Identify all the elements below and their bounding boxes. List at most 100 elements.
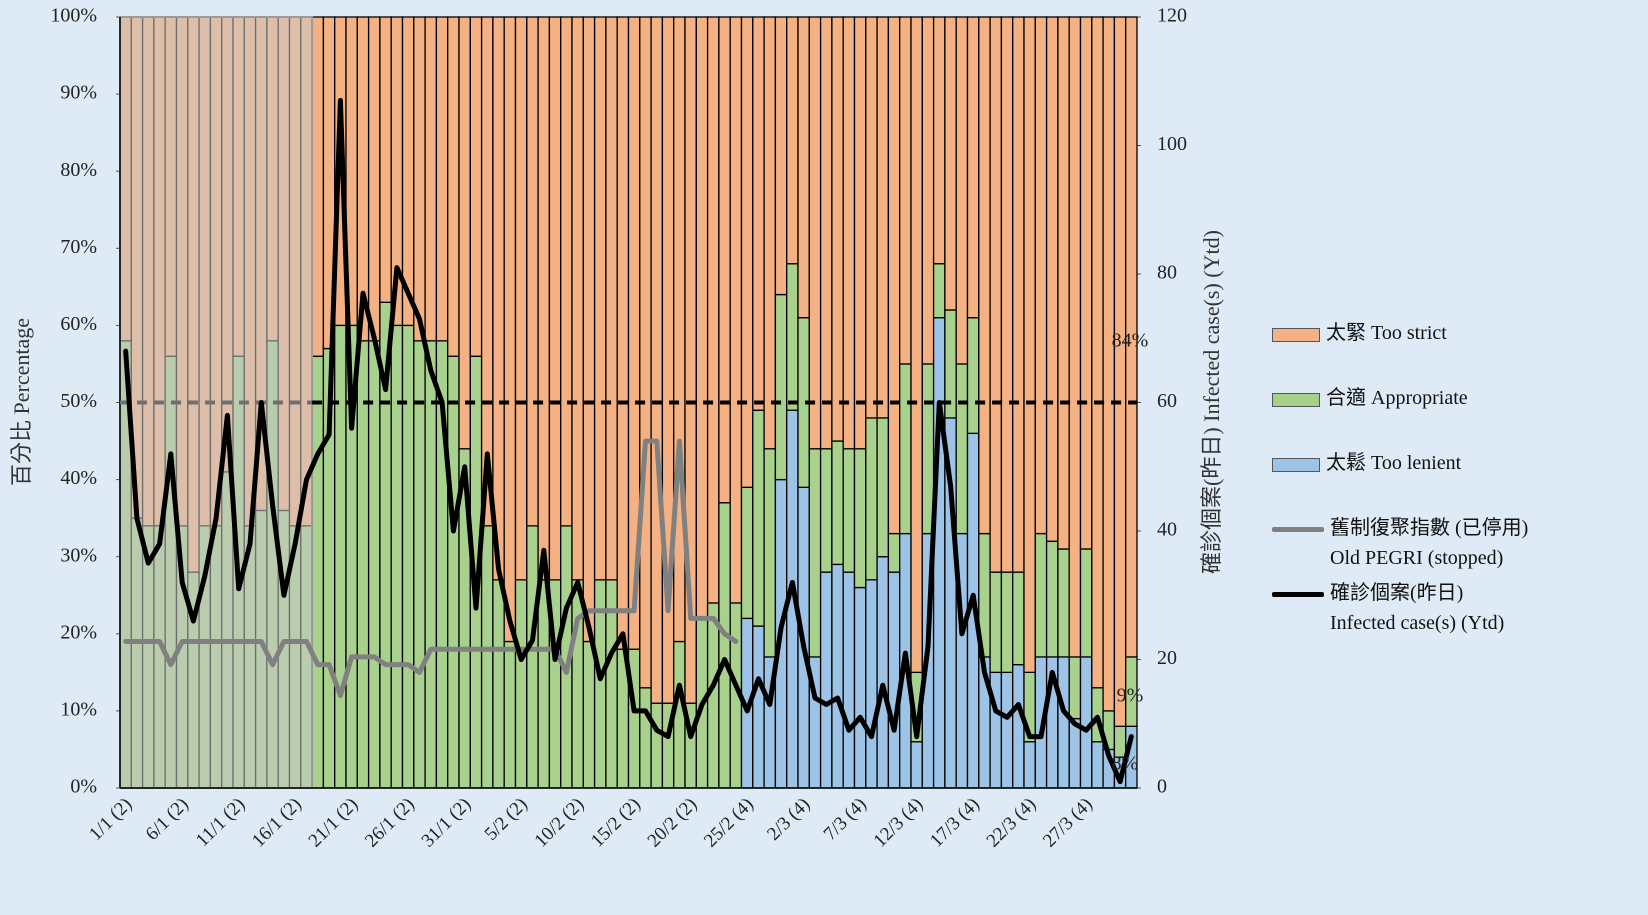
y-tick-label: 0% [70,776,97,798]
bar-segment [921,363,935,535]
bar-segment [1057,16,1070,550]
bar-segment [1045,16,1059,542]
bar-segment [379,16,392,303]
bar-segment [786,263,799,411]
bar-segment [718,502,731,789]
bar-segment [695,16,709,620]
bar-segment [367,340,381,789]
y-tick-label: 10% [60,698,97,720]
bar-segment [774,293,788,481]
bar-segment [571,579,584,789]
bar-segment [910,16,923,673]
bar-segment [356,340,370,789]
bar-segment [1034,532,1048,658]
bar-segment [786,16,799,265]
bar-segment [650,16,664,704]
bar-segment [978,16,991,535]
bar-segment [966,317,980,434]
bar-segment [1091,741,1104,789]
bar-segment [989,571,1003,673]
bar-segment [763,16,777,450]
bar-segment [740,16,754,488]
bar-segment [1068,717,1082,789]
legend-swatch [1272,458,1320,472]
bar-segment [1068,16,1082,658]
annotation: 8% [1112,753,1139,775]
bar-segment [797,16,810,319]
bar-segment [1012,16,1025,573]
y2-tick-label: 60 [1157,390,1177,412]
bar-segment [492,16,505,581]
bar-segment [514,579,528,789]
y-tick-label: 90% [60,82,97,104]
bar-segment [1023,741,1036,789]
x-tick-label: 20/2 (2) [644,794,702,852]
bar-segment [390,324,404,789]
bar-segment [1079,548,1093,658]
bar-segment [526,525,539,789]
line-series [123,98,1134,785]
bar-segment [865,16,878,419]
legend-label: 太緊 Too strict [1326,322,1447,344]
legend-item: 太緊 Too strict [1272,318,1572,383]
bar-segment [582,640,596,789]
bar-segment [944,16,957,311]
bar-segment [503,640,517,789]
bar-segment [706,16,720,604]
bar-segment [774,16,788,296]
bar-segment [819,571,833,789]
bar-segment [413,340,426,789]
bar-segment [492,579,505,789]
bar-segment [842,16,856,450]
bar-segment [729,16,743,604]
bar-segment [752,16,765,411]
legend-item: 太鬆 Too lenient [1272,448,1572,513]
x-tick-label: 26/1 (2) [361,794,419,852]
annotation: 9% [1117,685,1144,707]
bar-segment [865,417,878,581]
bar-segment [740,486,754,620]
bar-segment [1068,656,1082,720]
y-tick-label: 100% [50,5,97,27]
y-tick-label: 70% [60,236,97,258]
x-tick-label: 10/2 (2) [531,794,589,852]
bar-segment [1091,16,1104,689]
bar-segment [447,16,460,357]
bar-segment [424,340,438,789]
x-tick-label: 1/1 (2) [85,794,136,845]
bar-segment [424,16,438,342]
bar-segment [966,16,980,319]
bar-segment [1113,16,1127,727]
bar-segment [673,16,686,643]
legend-swatch [1272,592,1324,597]
line-series [123,438,739,698]
y-tick-label: 80% [60,159,97,181]
legend-item: 確診個案(昨日) Infected case(s) (Ytd) [1272,578,1572,643]
bar-segment [1034,16,1048,535]
y2-tick-label: 120 [1157,5,1187,27]
y2-tick-label: 0 [1157,776,1167,798]
bar-segment [560,16,573,527]
y2-axis-title: 確診個案(昨日) Infected case(s) (Ytd) [1199,230,1224,574]
bar-segment [932,317,946,789]
bar-segment [718,16,731,504]
x-tick-label: 5/2 (2) [481,794,532,845]
bar-segment [1000,571,1014,673]
bar-segment [334,324,347,789]
bar-segment [548,16,562,581]
bar-segment [955,16,969,365]
x-tick-label: 7/3 (4) [820,794,871,845]
bar-segment [831,440,844,566]
bar-segment [819,448,833,573]
y2-tick-label: 40 [1157,519,1177,541]
bar-segment [401,324,415,789]
legend-label: 合適 Appropriate [1326,387,1468,409]
bar-segment [831,563,844,789]
legend-swatch [1272,328,1320,342]
bar-segment [571,16,584,581]
shaded-period [119,16,314,789]
bar-segment [752,409,765,627]
bar-segment [955,363,969,535]
